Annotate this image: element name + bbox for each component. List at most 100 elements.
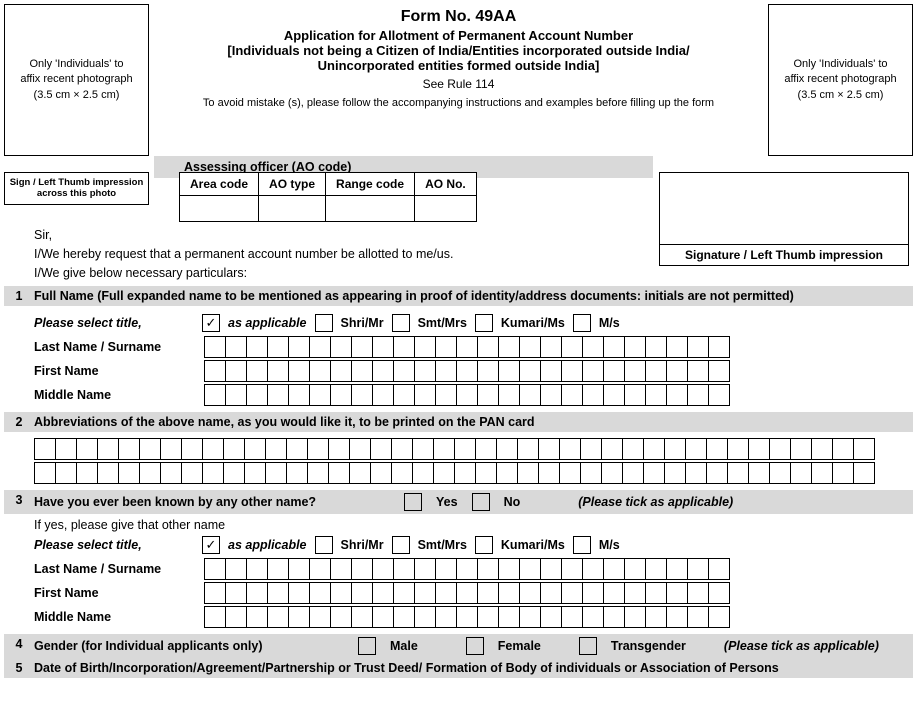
title-checkbox-ms[interactable] (573, 314, 591, 332)
char-cell[interactable] (559, 438, 581, 460)
char-cell[interactable] (622, 462, 644, 484)
char-cell[interactable] (624, 360, 646, 382)
char-cell[interactable] (330, 336, 352, 358)
char-cell[interactable] (225, 384, 247, 406)
char-cell[interactable] (414, 558, 436, 580)
char-cell[interactable] (139, 438, 161, 460)
char-cell[interactable] (477, 360, 499, 382)
char-cell[interactable] (832, 438, 854, 460)
char-cell[interactable] (288, 384, 310, 406)
char-cell[interactable] (540, 582, 562, 604)
char-cell[interactable] (412, 462, 434, 484)
char-cell[interactable] (456, 558, 478, 580)
char-cell[interactable] (393, 582, 415, 604)
title3-checkbox-shri[interactable] (315, 536, 333, 554)
char-cell[interactable] (456, 582, 478, 604)
char-cell[interactable] (372, 606, 394, 628)
char-cell[interactable] (435, 606, 457, 628)
char-cell[interactable] (97, 438, 119, 460)
char-cell[interactable] (202, 438, 224, 460)
char-cell[interactable] (414, 384, 436, 406)
char-cell[interactable] (435, 360, 457, 382)
char-cell[interactable] (204, 360, 226, 382)
char-cell[interactable] (540, 606, 562, 628)
char-cell[interactable] (328, 438, 350, 460)
last-name-grid[interactable] (204, 336, 730, 358)
char-cell[interactable] (456, 384, 478, 406)
char-cell[interactable] (309, 336, 331, 358)
char-cell[interactable] (561, 360, 583, 382)
char-cell[interactable] (372, 384, 394, 406)
char-cell[interactable] (769, 462, 791, 484)
middle-name-grid[interactable] (204, 384, 730, 406)
char-cell[interactable] (687, 582, 709, 604)
char-cell[interactable] (666, 384, 688, 406)
char-cell[interactable] (288, 582, 310, 604)
char-cell[interactable] (624, 606, 646, 628)
char-cell[interactable] (582, 582, 604, 604)
char-cell[interactable] (496, 462, 518, 484)
char-cell[interactable] (519, 606, 541, 628)
abbrev-grid-1[interactable] (34, 438, 875, 460)
char-cell[interactable] (330, 558, 352, 580)
char-cell[interactable] (370, 438, 392, 460)
char-cell[interactable] (393, 558, 415, 580)
char-cell[interactable] (225, 360, 247, 382)
char-cell[interactable] (309, 606, 331, 628)
char-cell[interactable] (603, 582, 625, 604)
char-cell[interactable] (393, 384, 415, 406)
char-cell[interactable] (498, 360, 520, 382)
char-cell[interactable] (391, 462, 413, 484)
char-cell[interactable] (267, 360, 289, 382)
char-cell[interactable] (55, 462, 77, 484)
char-cell[interactable] (645, 336, 667, 358)
char-cell[interactable] (643, 438, 665, 460)
char-cell[interactable] (498, 606, 520, 628)
char-cell[interactable] (559, 462, 581, 484)
char-cell[interactable] (202, 462, 224, 484)
char-cell[interactable] (76, 438, 98, 460)
char-cell[interactable] (456, 360, 478, 382)
char-cell[interactable] (372, 360, 394, 382)
char-cell[interactable] (832, 462, 854, 484)
title-checkbox-kumari[interactable] (475, 314, 493, 332)
char-cell[interactable] (603, 558, 625, 580)
char-cell[interactable] (414, 336, 436, 358)
first-name-grid-3[interactable] (204, 582, 730, 604)
char-cell[interactable] (645, 360, 667, 382)
char-cell[interactable] (97, 462, 119, 484)
char-cell[interactable] (811, 438, 833, 460)
char-cell[interactable] (225, 606, 247, 628)
gender-trans-checkbox[interactable] (579, 637, 597, 655)
char-cell[interactable] (477, 582, 499, 604)
char-cell[interactable] (708, 336, 730, 358)
char-cell[interactable] (246, 582, 268, 604)
char-cell[interactable] (204, 384, 226, 406)
char-cell[interactable] (267, 606, 289, 628)
char-cell[interactable] (435, 336, 457, 358)
char-cell[interactable] (55, 438, 77, 460)
char-cell[interactable] (582, 558, 604, 580)
char-cell[interactable] (265, 462, 287, 484)
char-cell[interactable] (853, 462, 875, 484)
char-cell[interactable] (538, 462, 560, 484)
char-cell[interactable] (414, 360, 436, 382)
gender-female-checkbox[interactable] (466, 637, 484, 655)
last-name-grid-3[interactable] (204, 558, 730, 580)
char-cell[interactable] (204, 582, 226, 604)
char-cell[interactable] (498, 336, 520, 358)
char-cell[interactable] (582, 360, 604, 382)
char-cell[interactable] (624, 558, 646, 580)
char-cell[interactable] (517, 462, 539, 484)
char-cell[interactable] (34, 462, 56, 484)
char-cell[interactable] (475, 438, 497, 460)
char-cell[interactable] (769, 438, 791, 460)
char-cell[interactable] (666, 336, 688, 358)
char-cell[interactable] (685, 438, 707, 460)
char-cell[interactable] (351, 558, 373, 580)
char-cell[interactable] (309, 582, 331, 604)
char-cell[interactable] (391, 438, 413, 460)
char-cell[interactable] (351, 336, 373, 358)
char-cell[interactable] (540, 384, 562, 406)
char-cell[interactable] (351, 384, 373, 406)
